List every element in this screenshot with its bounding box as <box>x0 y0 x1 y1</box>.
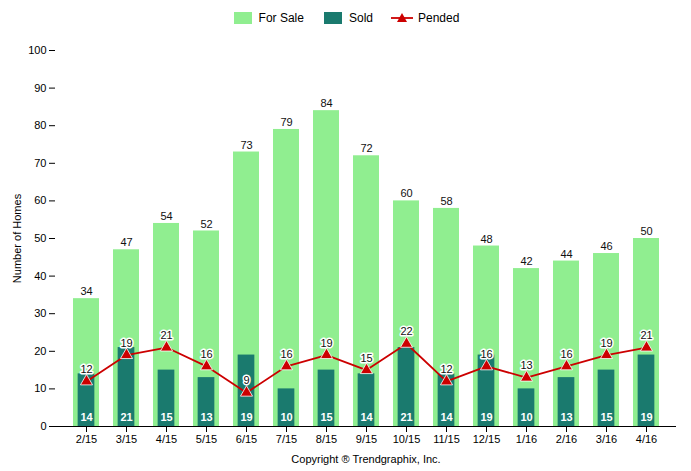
svg-text:12/15: 12/15 <box>473 433 501 445</box>
svg-text:84: 84 <box>320 97 332 109</box>
svg-text:40: 40 <box>34 270 46 282</box>
svg-text:47: 47 <box>120 236 132 248</box>
svg-text:70: 70 <box>34 157 46 169</box>
svg-text:16: 16 <box>280 348 292 360</box>
svg-text:4/16: 4/16 <box>636 433 657 445</box>
svg-text:15: 15 <box>320 411 332 423</box>
svg-text:21: 21 <box>120 411 132 423</box>
svg-text:3/16: 3/16 <box>596 433 617 445</box>
svg-text:13: 13 <box>520 359 532 371</box>
svg-text:8/15: 8/15 <box>316 433 337 445</box>
html-text:Pended: Pended <box>418 11 460 25</box>
svg-text:19: 19 <box>120 337 132 349</box>
svg-text:79: 79 <box>280 116 292 128</box>
svg-text:19: 19 <box>480 411 492 423</box>
svg-text:1/16: 1/16 <box>516 433 537 445</box>
svg-text:Copyright ® Trendgraphix, Inc.: Copyright ® Trendgraphix, Inc. <box>291 453 440 465</box>
html-text:For Sale: For Sale <box>258 11 304 25</box>
svg-text:54: 54 <box>160 210 172 222</box>
svg-text:2/16: 2/16 <box>556 433 577 445</box>
svg-text:2/15: 2/15 <box>76 433 97 445</box>
svg-text:42: 42 <box>520 255 532 267</box>
svg-text:16: 16 <box>480 348 492 360</box>
svg-text:13: 13 <box>200 411 212 423</box>
svg-text:100: 100 <box>28 44 46 56</box>
svg-text:50: 50 <box>34 232 46 244</box>
svg-text:7/15: 7/15 <box>276 433 297 445</box>
svg-text:16: 16 <box>560 348 572 360</box>
svg-text:6/15: 6/15 <box>236 433 257 445</box>
svg-text:20: 20 <box>34 345 46 357</box>
svg-text:10: 10 <box>520 411 532 423</box>
svg-text:5/15: 5/15 <box>196 433 217 445</box>
svg-text:10: 10 <box>34 382 46 394</box>
svg-text:Number of Homes: Number of Homes <box>11 193 23 283</box>
svg-text:50: 50 <box>640 225 652 237</box>
svg-text:0: 0 <box>40 420 46 432</box>
svg-text:22: 22 <box>400 325 412 337</box>
svg-text:3/15: 3/15 <box>116 433 137 445</box>
svg-text:14: 14 <box>360 411 373 423</box>
svg-text:9: 9 <box>243 374 249 386</box>
svg-text:90: 90 <box>34 82 46 94</box>
html-text:Sold: Sold <box>349 11 373 25</box>
svg-text:12: 12 <box>80 363 92 375</box>
svg-text:30: 30 <box>34 307 46 319</box>
svg-text:60: 60 <box>34 194 46 206</box>
svg-text:15: 15 <box>600 411 612 423</box>
svg-text:44: 44 <box>560 248 572 260</box>
svg-text:13: 13 <box>560 411 572 423</box>
svg-text:21: 21 <box>640 329 652 341</box>
svg-text:72: 72 <box>360 142 372 154</box>
svg-text:21: 21 <box>400 411 412 423</box>
svg-text:48: 48 <box>480 233 492 245</box>
svg-text:10/15: 10/15 <box>393 433 421 445</box>
svg-text:80: 80 <box>34 119 46 131</box>
svg-text:15: 15 <box>360 352 372 364</box>
svg-text:19: 19 <box>240 411 252 423</box>
svg-text:21: 21 <box>160 329 172 341</box>
svg-text:14: 14 <box>440 411 453 423</box>
svg-text:4/15: 4/15 <box>156 433 177 445</box>
svg-text:52: 52 <box>200 218 212 230</box>
svg-text:10: 10 <box>280 411 292 423</box>
svg-text:16: 16 <box>200 348 212 360</box>
svg-text:58: 58 <box>440 195 452 207</box>
svg-text:14: 14 <box>80 411 93 423</box>
svg-text:12: 12 <box>440 363 452 375</box>
svg-text:19: 19 <box>640 411 652 423</box>
svg-text:46: 46 <box>600 240 612 252</box>
svg-text:15: 15 <box>160 411 172 423</box>
svg-text:9/15: 9/15 <box>356 433 377 445</box>
svg-text:34: 34 <box>80 285 92 297</box>
svg-text:60: 60 <box>400 187 412 199</box>
svg-text:19: 19 <box>320 337 332 349</box>
svg-text:73: 73 <box>240 139 252 151</box>
svg-text:19: 19 <box>600 337 612 349</box>
svg-text:11/15: 11/15 <box>433 433 460 445</box>
